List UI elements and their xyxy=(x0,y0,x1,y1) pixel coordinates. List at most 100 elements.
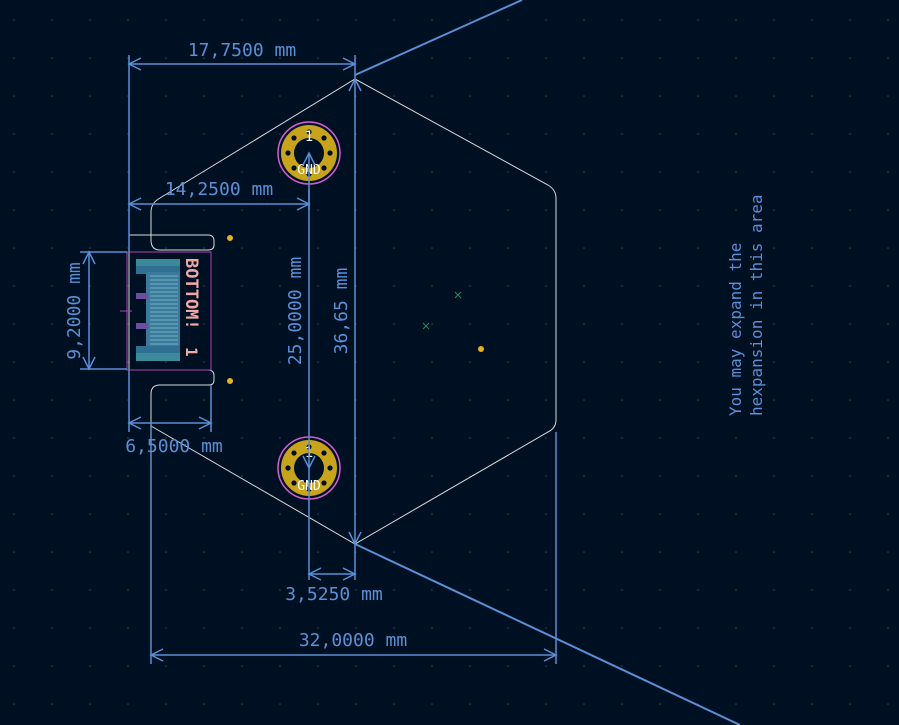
grid-dot xyxy=(89,437,91,439)
grid-dot xyxy=(279,627,281,629)
grid-dot xyxy=(507,437,509,439)
grid-dot xyxy=(507,589,509,591)
grid-dot xyxy=(469,285,471,287)
grid-dot xyxy=(735,285,737,287)
grid-dot xyxy=(241,589,243,591)
grid-dot xyxy=(507,133,509,135)
grid-dot xyxy=(583,627,585,629)
grid-dot xyxy=(13,361,15,363)
dimension-label: 25,0000 mm xyxy=(285,257,306,365)
grid-dot xyxy=(735,209,737,211)
grid-dot xyxy=(469,627,471,629)
grid-dot xyxy=(393,171,395,173)
grid-dot xyxy=(735,437,737,439)
grid-dot xyxy=(659,133,661,135)
grid-dot xyxy=(13,627,15,629)
pad-number: 1 xyxy=(305,129,313,145)
grid-dot xyxy=(89,209,91,211)
grid-dot xyxy=(811,95,813,97)
grid-dot xyxy=(89,399,91,401)
grid-dot xyxy=(165,703,167,705)
grid-dot xyxy=(849,551,851,553)
grid-dot xyxy=(13,513,15,515)
grid-dot xyxy=(887,437,889,439)
grid-dot xyxy=(241,57,243,59)
grid-dot xyxy=(127,285,129,287)
grid-dot xyxy=(431,475,433,477)
grid-dot xyxy=(127,551,129,553)
grid-dot xyxy=(849,285,851,287)
grid-dot xyxy=(431,209,433,211)
grid-dot xyxy=(621,209,623,211)
grid-dot xyxy=(773,133,775,135)
dimension-connector-height[interactable] xyxy=(80,250,127,371)
dimension-bottom-width[interactable] xyxy=(149,426,558,664)
grid-dot xyxy=(13,399,15,401)
grid-dot xyxy=(735,323,737,325)
grid-dot xyxy=(887,627,889,629)
grid-dot xyxy=(127,19,129,21)
grid-dot xyxy=(51,171,53,173)
grid-dot xyxy=(279,665,281,667)
grid-dot xyxy=(773,513,775,515)
grid-dot xyxy=(583,589,585,591)
grid-dot xyxy=(431,589,433,591)
grid-dot xyxy=(51,133,53,135)
grid-dot xyxy=(545,437,547,439)
grid-dot xyxy=(203,361,205,363)
grid-dot xyxy=(773,247,775,249)
grid-dot xyxy=(203,399,205,401)
grid-dot xyxy=(51,209,53,211)
grid-dot xyxy=(545,399,547,401)
grid-dot xyxy=(13,171,15,173)
grid-dot xyxy=(545,589,547,591)
grid-dot xyxy=(51,285,53,287)
dimension-connector-width[interactable] xyxy=(127,370,213,432)
grid-dot xyxy=(13,589,15,591)
grid-dot xyxy=(583,551,585,553)
grid-dot xyxy=(431,551,433,553)
grid-dot xyxy=(203,437,205,439)
grid-dot xyxy=(317,399,319,401)
grid-dot xyxy=(507,627,509,629)
grid-dot xyxy=(545,247,547,249)
grid-dot xyxy=(51,665,53,667)
grid-dot xyxy=(127,437,129,439)
grid-dot xyxy=(203,57,205,59)
grid-dot xyxy=(773,171,775,173)
grid-dot xyxy=(621,475,623,477)
grid-dot xyxy=(469,95,471,97)
grid-dot xyxy=(203,209,205,211)
grid-dot xyxy=(697,57,699,59)
grid-dot xyxy=(735,399,737,401)
grid-dot xyxy=(507,247,509,249)
grid-dot xyxy=(431,703,433,705)
dimension-pad-spacing[interactable] xyxy=(302,151,316,580)
grid-dot xyxy=(431,247,433,249)
grid-dot xyxy=(887,361,889,363)
grid-dot xyxy=(621,551,623,553)
grid-dot xyxy=(241,551,243,553)
grid-dot xyxy=(279,399,281,401)
dimension-top-width[interactable] xyxy=(127,55,357,252)
grid-dot xyxy=(393,133,395,135)
grid-dot xyxy=(241,171,243,173)
dimension-offset[interactable] xyxy=(307,567,357,581)
grid-dot xyxy=(279,209,281,211)
grid-dot xyxy=(51,513,53,515)
grid-dot xyxy=(51,247,53,249)
dimension-total-height[interactable] xyxy=(348,77,362,580)
grid-dot xyxy=(697,627,699,629)
grid-dot xyxy=(127,627,129,629)
grid-dot xyxy=(469,209,471,211)
grid-dot xyxy=(849,171,851,173)
grid-dot xyxy=(431,513,433,515)
grid-dot xyxy=(887,171,889,173)
grid-dot xyxy=(735,361,737,363)
grid-dot xyxy=(279,323,281,325)
grid-dot xyxy=(659,209,661,211)
board-outline[interactable] xyxy=(128,78,557,545)
grid-dot xyxy=(811,589,813,591)
grid-dot xyxy=(583,171,585,173)
